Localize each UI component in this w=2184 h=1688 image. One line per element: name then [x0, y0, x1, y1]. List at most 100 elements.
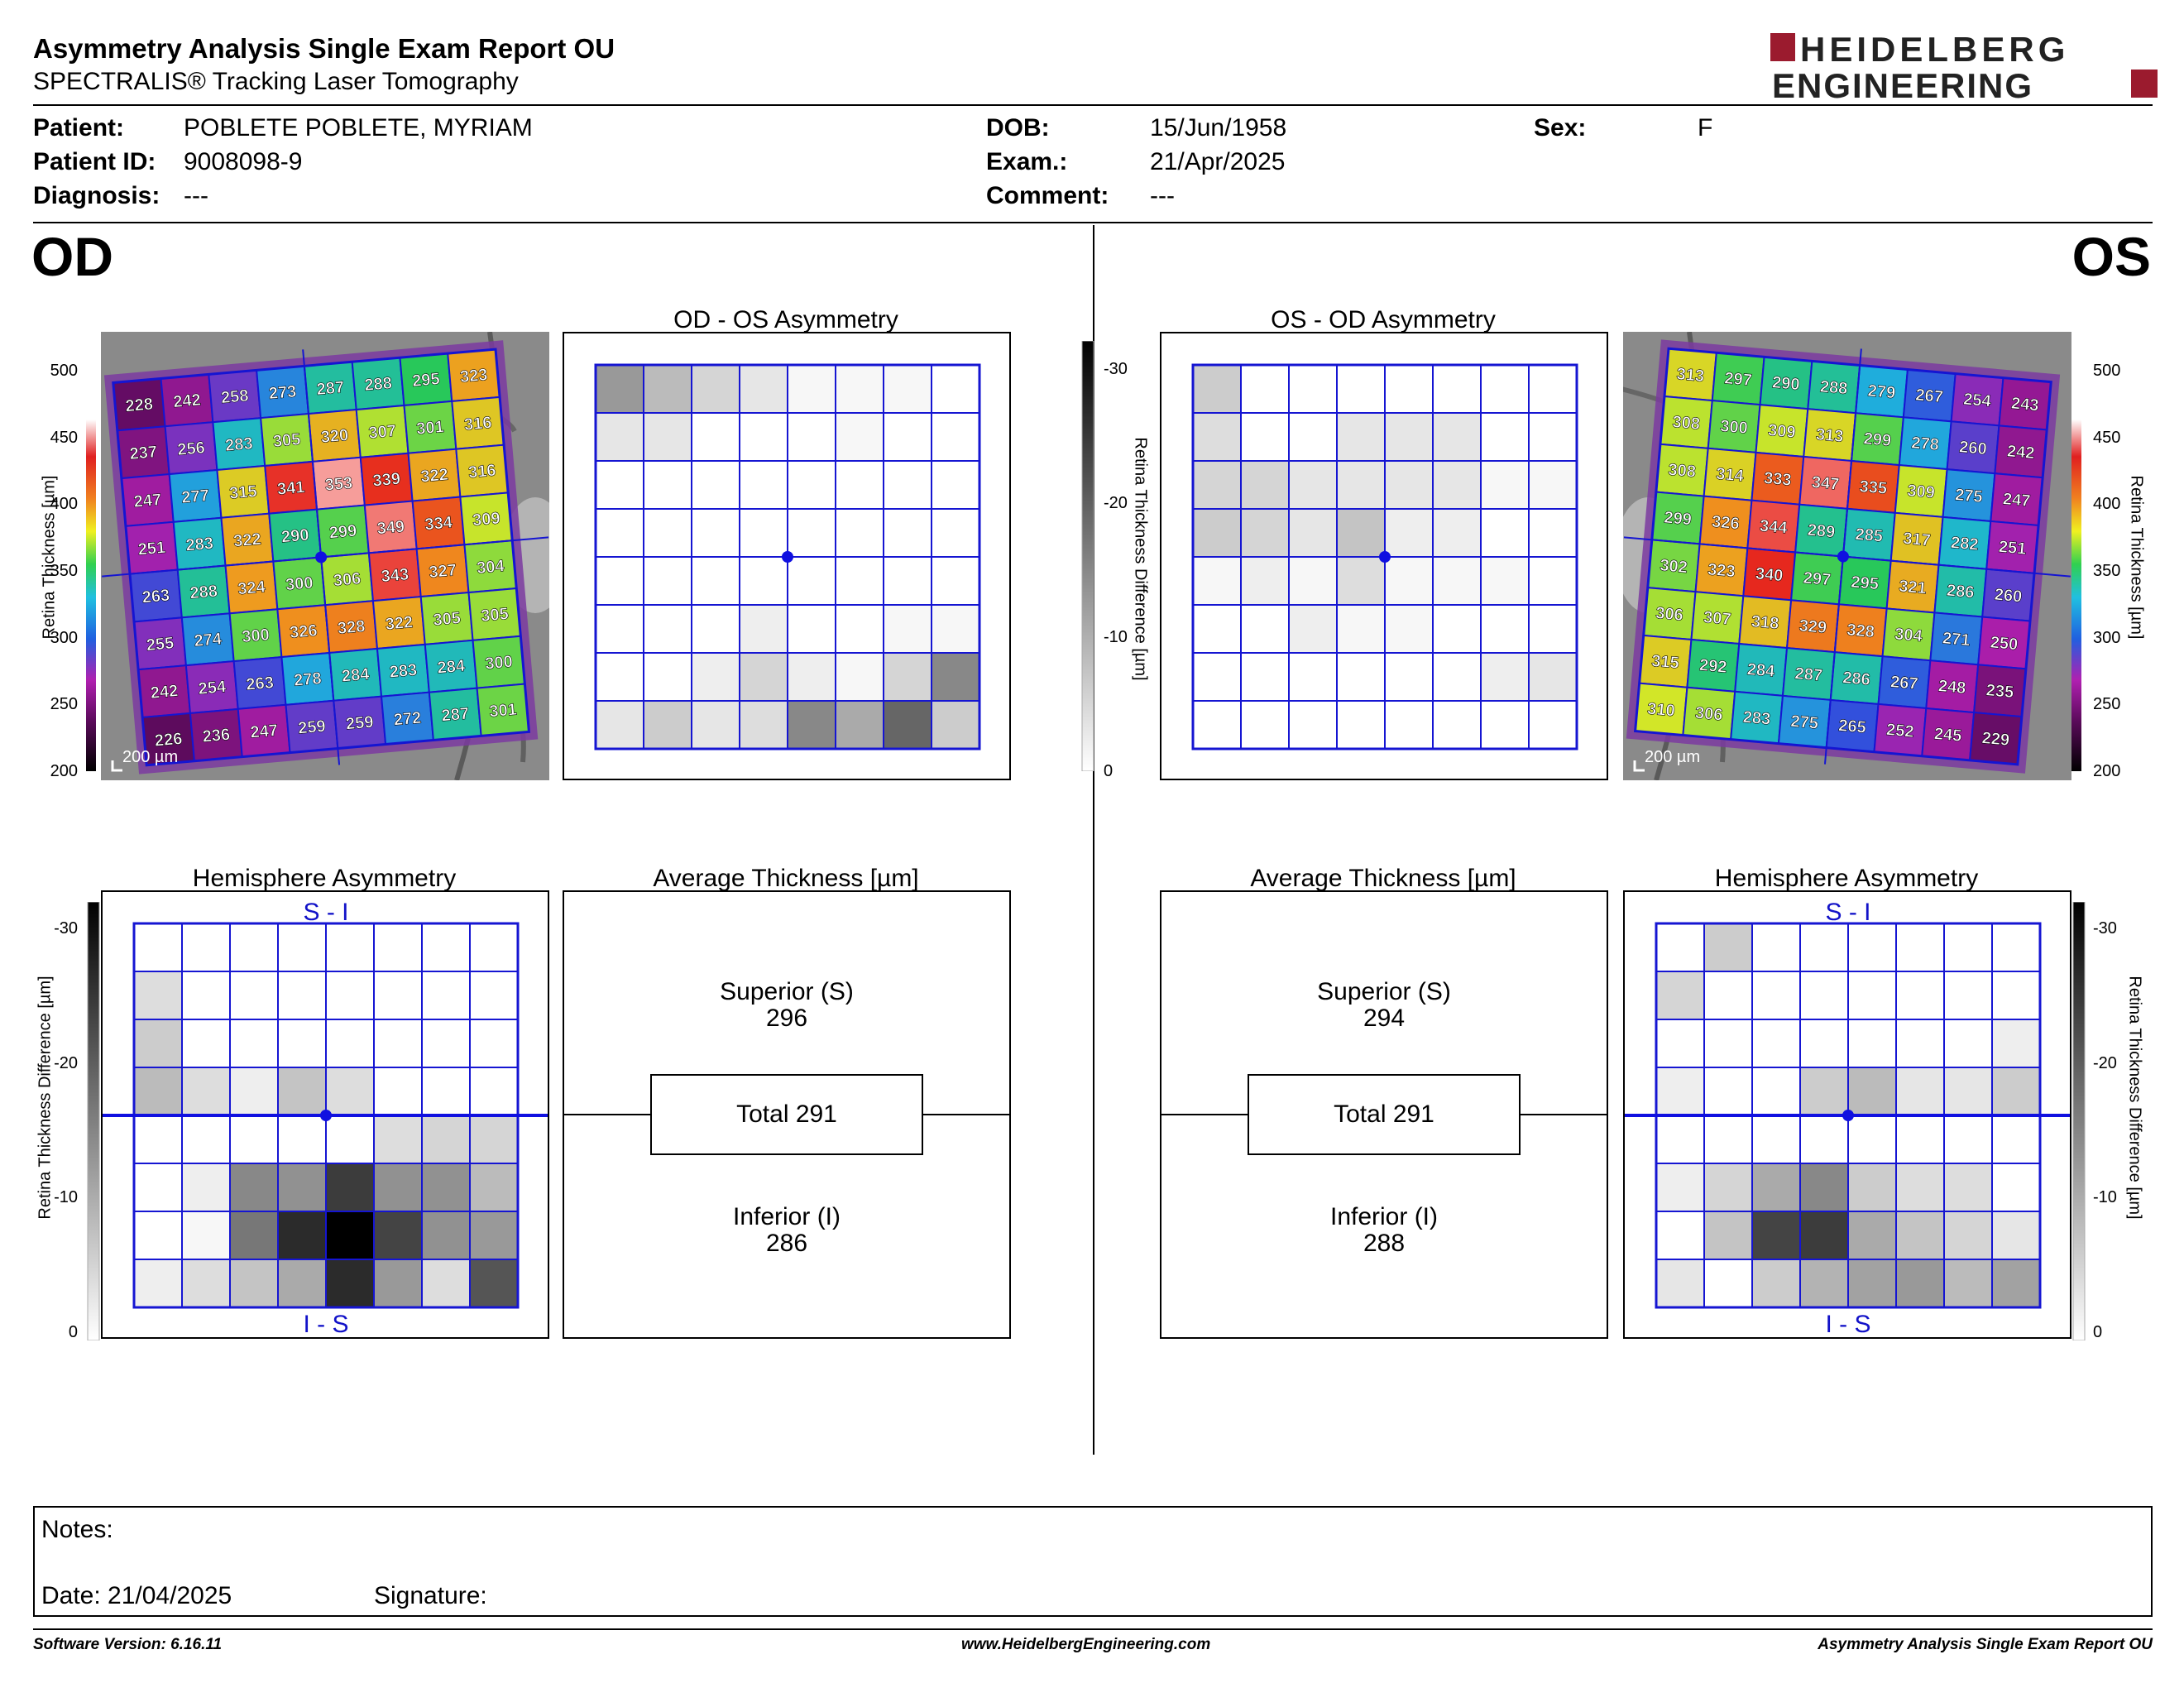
- thickness-value: 245: [1933, 725, 1962, 746]
- scale-tick-label: 250: [2093, 695, 2121, 714]
- grid-cell: [931, 604, 980, 654]
- grid-cell: [1192, 412, 1242, 462]
- grid-cell: [1943, 1211, 1993, 1260]
- grid-cell: [1384, 364, 1434, 414]
- grid-cell: [1799, 1163, 1849, 1212]
- grid-cell: [1943, 923, 1993, 972]
- grid-cell: [883, 460, 932, 510]
- scale-tick-label: 350: [2093, 562, 2121, 580]
- grid-cell: [835, 556, 884, 606]
- grid-cell: [1799, 971, 1849, 1020]
- od-asym-grid: [594, 363, 981, 750]
- thickness-value: 295: [411, 370, 440, 391]
- scalebar-label: 200 µm: [122, 748, 178, 766]
- grid-cell: [1799, 1019, 1849, 1068]
- grid-cell: [1655, 1259, 1705, 1308]
- os-label: OS: [2071, 226, 2151, 287]
- grid-cell: [1751, 1067, 1801, 1116]
- exam-label: Exam.:: [986, 148, 1068, 175]
- grid-cell: [643, 412, 692, 462]
- thickness-value: 278: [1911, 434, 1940, 454]
- grid-cell: [739, 652, 788, 702]
- thickness-value: 251: [137, 539, 166, 559]
- grid-cell: [1528, 364, 1578, 414]
- grid-cell: [1847, 1115, 1897, 1164]
- grid-cell: [1336, 412, 1386, 462]
- thickness-value: 286: [1842, 669, 1871, 689]
- thickness-value: 322: [385, 613, 414, 634]
- grid-cell: [1192, 460, 1242, 510]
- grid-cell: [229, 1115, 279, 1164]
- thickness-value: 307: [1703, 608, 1731, 629]
- info-rule: [33, 222, 2153, 223]
- thickness-value: 305: [433, 609, 462, 630]
- grid-cell: [1240, 364, 1290, 414]
- grid-cell: [643, 604, 692, 654]
- scale-tick-label: 400: [50, 495, 78, 514]
- grid-cell: [133, 1211, 183, 1260]
- os-thickness-map: 313 297 290 288 279 267 254 243 308 300 309 313 299 2…: [1623, 332, 2071, 780]
- grid-cell: [1384, 700, 1434, 750]
- od-thickness-colorbar: [86, 357, 96, 771]
- grid-cell: [739, 364, 788, 414]
- thickness-value: 275: [1790, 712, 1819, 733]
- grid-cell: [181, 1019, 231, 1068]
- thickness-value: 242: [172, 391, 201, 411]
- scale-tick-label: -30: [1104, 360, 1128, 378]
- grid-cell: [643, 556, 692, 606]
- grid-cell: [277, 1163, 327, 1212]
- grid-cell: [835, 364, 884, 414]
- grid-cell: [325, 1163, 375, 1212]
- dob-label: DOB:: [986, 114, 1050, 141]
- thickness-value: 329: [1798, 616, 1827, 637]
- thickness-value: 313: [1815, 425, 1844, 446]
- grid-cell: [883, 652, 932, 702]
- thickness-value: 243: [2010, 395, 2039, 415]
- od-hemi-colorbar: [87, 902, 100, 1340]
- thickness-value: 292: [1698, 656, 1727, 677]
- thickness-value: 265: [1837, 717, 1866, 737]
- thickness-value: 287: [1794, 664, 1823, 685]
- grid-cell: [883, 556, 932, 606]
- thickness-value: 341: [276, 478, 305, 499]
- comment-label: Comment:: [986, 182, 1109, 209]
- thickness-value: 328: [337, 617, 366, 638]
- grid-cell: [469, 971, 519, 1020]
- grid-cell: [181, 1259, 231, 1308]
- grid-cell: [1528, 412, 1578, 462]
- grid-cell: [1480, 700, 1530, 750]
- grid-cell: [1799, 923, 1849, 972]
- website-link[interactable]: www.HeidelbergEngineering.com: [961, 1636, 1211, 1653]
- thickness-value: 305: [480, 605, 509, 626]
- thickness-value: 309: [1907, 482, 1936, 502]
- grid-cell: [1847, 1211, 1897, 1260]
- grid-cell: [739, 556, 788, 606]
- grid-cell: [1703, 1067, 1753, 1116]
- svg-text:HEIDELBERG: HEIDELBERG: [1800, 31, 2069, 69]
- grid-cell: [1480, 412, 1530, 462]
- thickness-value: 316: [467, 462, 496, 482]
- thickness-value: 288: [189, 583, 218, 603]
- notes-box[interactable]: [33, 1506, 2153, 1617]
- grid-cell: [595, 460, 644, 510]
- sex-value: F: [1698, 114, 1713, 141]
- grid-cell: [181, 923, 231, 972]
- thickness-value: 273: [268, 382, 297, 403]
- grid-cell: [421, 1019, 471, 1068]
- thickness-value: 308: [1668, 461, 1697, 482]
- thickness-value: 236: [202, 726, 231, 746]
- grid-cell: [787, 364, 836, 414]
- grid-cell: [691, 460, 740, 510]
- os-fundus-image: 313 297 290 288 279 267 254 243 308 300 309 313 299 2…: [1623, 332, 2071, 780]
- grid-cell: [277, 1115, 327, 1164]
- grid-cell: [1288, 652, 1338, 702]
- grid-cell: [1751, 1115, 1801, 1164]
- grid-cell: [787, 508, 836, 558]
- sex-label: Sex:: [1534, 114, 1587, 141]
- thickness-value: 252: [1885, 721, 1914, 741]
- grid-cell: [931, 412, 980, 462]
- od-hemi-grid: S - I I - S: [103, 899, 548, 1338]
- scale-tick-label: 200: [2093, 762, 2121, 780]
- grid-cell: [931, 652, 980, 702]
- grid-cell: [595, 652, 644, 702]
